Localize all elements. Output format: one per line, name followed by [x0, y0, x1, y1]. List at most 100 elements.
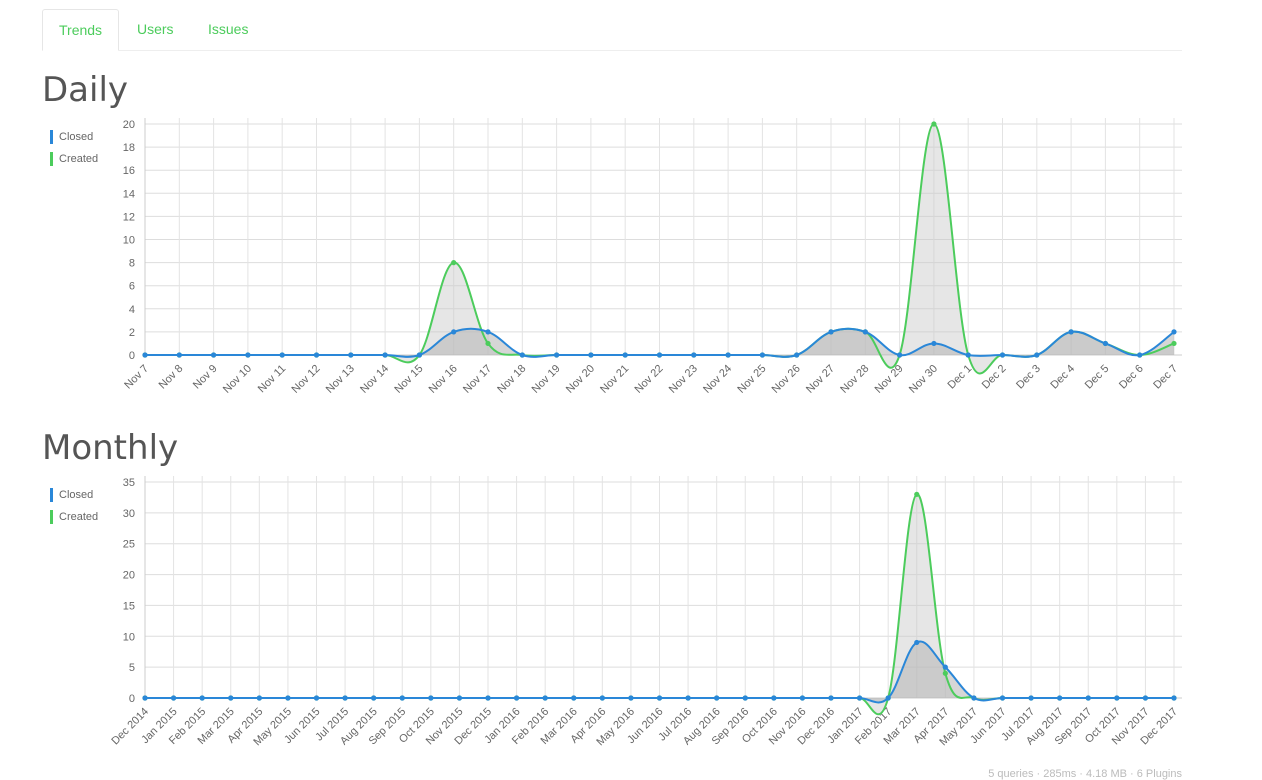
daily-point-closed[interactable]	[828, 329, 834, 335]
tab-issues[interactable]: Issues	[208, 21, 249, 37]
monthly-point-closed[interactable]	[856, 695, 863, 701]
daily-point-created[interactable]	[451, 260, 457, 266]
daily-point-closed[interactable]	[1137, 352, 1143, 358]
legend-item-created: Created	[50, 148, 98, 170]
daily-point-closed[interactable]	[1102, 340, 1108, 347]
monthly-point-closed[interactable]	[142, 695, 148, 701]
daily-point-closed[interactable]	[965, 352, 971, 358]
daily-point-closed[interactable]	[313, 352, 320, 358]
monthly-point-created[interactable]	[914, 491, 920, 497]
daily-point-closed[interactable]	[142, 352, 148, 358]
monthly-point-closed[interactable]	[799, 695, 806, 701]
daily-point-closed[interactable]	[691, 352, 697, 358]
legend-item-closed: Closed	[50, 484, 98, 506]
monthly-ytick-label: 20	[123, 570, 135, 582]
daily-ytick-label: 18	[123, 142, 135, 154]
monthly-point-closed[interactable]	[313, 695, 320, 701]
monthly-point-closed[interactable]	[942, 664, 948, 670]
monthly-point-closed[interactable]	[199, 695, 205, 701]
daily-point-closed[interactable]	[999, 352, 1006, 358]
daily-point-closed[interactable]	[1034, 352, 1040, 358]
daily-ytick-label: 6	[129, 281, 135, 293]
daily-point-closed[interactable]	[451, 329, 457, 335]
monthly-point-closed[interactable]	[1142, 695, 1149, 701]
monthly-point-closed[interactable]	[685, 695, 691, 701]
daily-point-closed[interactable]	[897, 352, 903, 358]
monthly-point-closed[interactable]	[914, 639, 920, 646]
daily-point-created[interactable]	[485, 340, 491, 347]
monthly-point-closed[interactable]	[485, 695, 491, 701]
monthly-point-closed[interactable]	[399, 695, 405, 701]
daily-ytick-label: 4	[129, 304, 135, 316]
monthly-area-closed	[145, 641, 1174, 703]
monthly-point-closed[interactable]	[885, 695, 891, 701]
daily-point-created[interactable]	[931, 121, 937, 127]
daily-legend: Closed Created	[50, 126, 98, 170]
legend-item-closed: Closed	[50, 126, 98, 148]
tab-trends[interactable]: Trends	[42, 9, 120, 51]
legend-label-closed: Closed	[59, 489, 94, 501]
daily-point-closed[interactable]	[416, 352, 422, 358]
daily-point-closed[interactable]	[794, 352, 800, 358]
monthly-point-closed[interactable]	[999, 695, 1006, 701]
legend-swatch-created	[50, 510, 53, 524]
monthly-point-closed[interactable]	[599, 695, 605, 701]
daily-point-closed[interactable]	[725, 352, 731, 358]
legend-label-created: Created	[59, 511, 99, 523]
monthly-point-closed[interactable]	[1057, 695, 1063, 701]
daily-point-closed[interactable]	[588, 352, 594, 358]
monthly-point-closed[interactable]	[228, 695, 234, 701]
monthly-point-closed[interactable]	[742, 695, 748, 701]
daily-point-closed[interactable]	[211, 352, 217, 358]
daily-ytick-label: 10	[123, 235, 135, 247]
daily-point-closed[interactable]	[862, 329, 868, 335]
monthly-point-closed[interactable]	[542, 695, 548, 701]
monthly-point-closed[interactable]	[771, 695, 777, 701]
daily-point-closed[interactable]	[279, 352, 285, 358]
daily-point-closed[interactable]	[485, 329, 491, 335]
monthly-point-created[interactable]	[942, 670, 948, 676]
daily-point-closed[interactable]	[622, 352, 628, 358]
monthly-point-closed[interactable]	[828, 695, 834, 701]
daily-point-closed[interactable]	[554, 352, 560, 358]
monthly-point-closed[interactable]	[656, 695, 663, 701]
monthly-point-closed[interactable]	[285, 695, 291, 701]
monthly-point-closed[interactable]	[170, 695, 177, 701]
daily-point-closed[interactable]	[931, 340, 937, 347]
monthly-point-closed[interactable]	[513, 695, 520, 701]
monthly-point-closed[interactable]	[1028, 695, 1034, 701]
daily-point-created[interactable]	[1171, 340, 1177, 347]
daily-point-closed[interactable]	[656, 352, 663, 358]
legend-swatch-closed	[50, 130, 53, 144]
monthly-point-closed[interactable]	[1171, 695, 1177, 701]
daily-point-closed[interactable]	[245, 352, 251, 358]
tab-users[interactable]: Users	[137, 21, 174, 37]
monthly-point-closed[interactable]	[714, 695, 720, 701]
daily-area-created	[145, 124, 1174, 374]
monthly-point-closed[interactable]	[456, 695, 463, 701]
legend-item-created: Created	[50, 506, 98, 528]
monthly-ytick-label: 0	[129, 693, 135, 705]
daily-title: Daily	[42, 70, 129, 110]
monthly-point-closed[interactable]	[1085, 695, 1091, 701]
monthly-point-closed[interactable]	[971, 695, 977, 701]
daily-point-closed[interactable]	[519, 352, 525, 358]
monthly-point-closed[interactable]	[628, 695, 634, 701]
monthly-point-closed[interactable]	[571, 695, 577, 701]
daily-point-closed[interactable]	[382, 352, 388, 358]
monthly-point-closed[interactable]	[371, 695, 377, 701]
monthly-point-closed[interactable]	[428, 695, 434, 701]
footer-stats: 5 queries · 285ms · 4.18 MB · 6 Plugins	[988, 768, 1182, 780]
daily-ytick-label: 20	[123, 119, 135, 131]
daily-point-closed[interactable]	[1171, 329, 1177, 335]
monthly-point-closed[interactable]	[1114, 695, 1120, 701]
daily-ytick-label: 2	[129, 327, 135, 339]
daily-point-closed[interactable]	[176, 352, 182, 358]
monthly-point-closed[interactable]	[256, 695, 262, 701]
daily-point-closed[interactable]	[348, 352, 354, 358]
daily-point-closed[interactable]	[1068, 329, 1074, 335]
daily-point-closed[interactable]	[759, 352, 766, 358]
monthly-point-closed[interactable]	[342, 695, 348, 701]
